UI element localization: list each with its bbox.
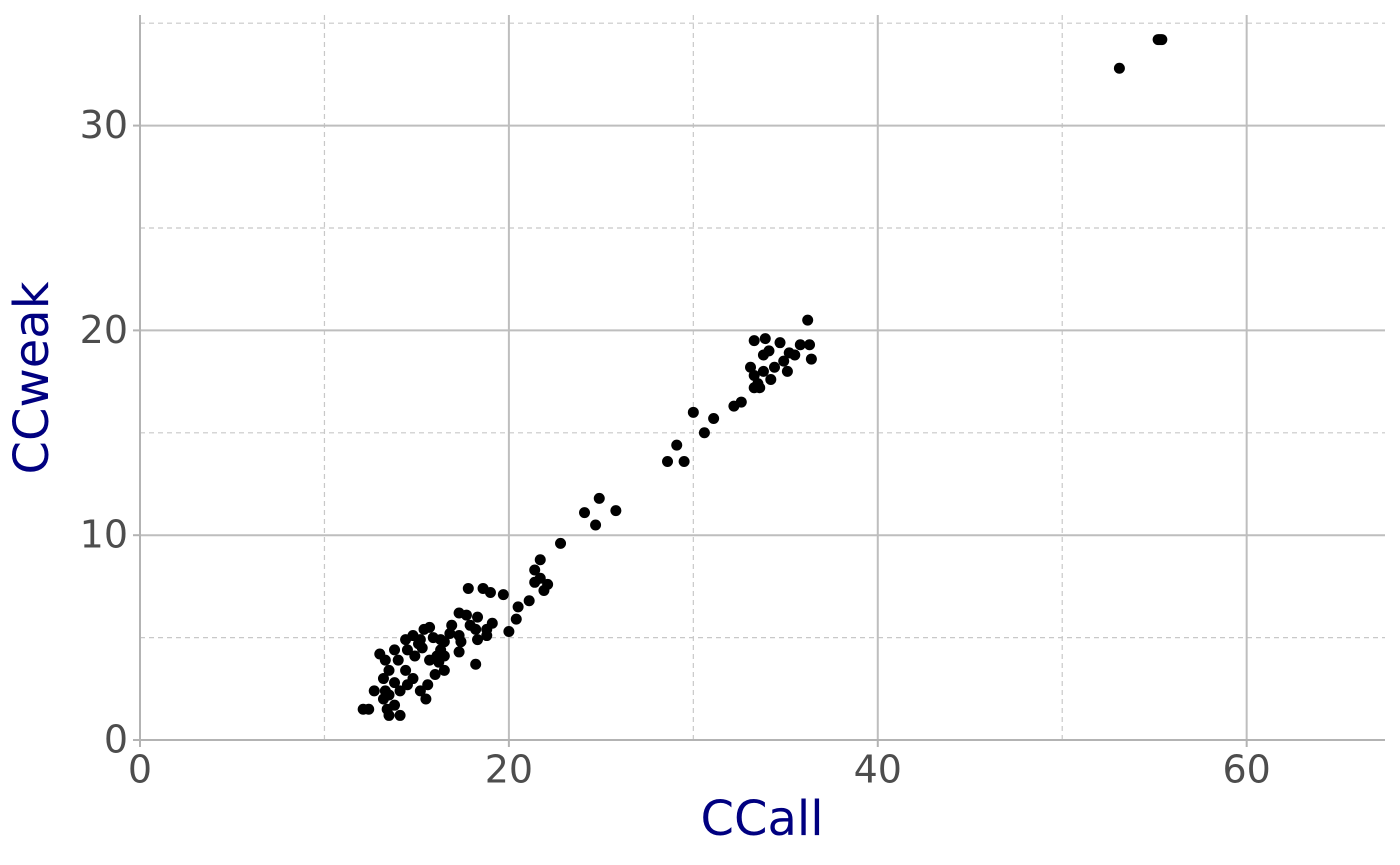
point [422, 679, 434, 691]
point [757, 349, 769, 361]
point [768, 361, 780, 373]
y-tick-label: 10 [80, 513, 128, 557]
point [363, 703, 375, 715]
point [400, 664, 412, 676]
y-tick-label: 30 [80, 103, 128, 147]
point [534, 554, 546, 566]
point [418, 623, 430, 635]
point [400, 634, 412, 646]
x-tick-label: 20 [485, 748, 533, 792]
point [446, 619, 458, 631]
point [394, 709, 406, 721]
point [593, 492, 605, 504]
point [512, 601, 524, 613]
point [538, 584, 550, 596]
point [748, 369, 760, 381]
point [462, 582, 474, 594]
point [748, 335, 760, 347]
point [392, 654, 404, 666]
point [438, 664, 450, 676]
point [529, 564, 541, 576]
point [662, 455, 674, 467]
point [420, 693, 432, 705]
point [429, 668, 441, 680]
x-tick-label: 40 [854, 748, 902, 792]
x-axis-title: CCall [700, 791, 823, 847]
point [377, 693, 389, 705]
point [401, 679, 413, 691]
point [413, 638, 425, 650]
point [377, 673, 389, 685]
point [470, 623, 482, 635]
point [757, 365, 769, 377]
point [610, 505, 622, 517]
point [590, 519, 602, 531]
y-tick-label: 0 [104, 718, 128, 762]
point [409, 650, 421, 662]
point [472, 634, 484, 646]
point [804, 339, 816, 351]
point [383, 664, 395, 676]
x-tick-label: 60 [1222, 748, 1270, 792]
point [1113, 62, 1125, 74]
point [503, 625, 515, 637]
point [759, 333, 771, 345]
point [444, 628, 456, 640]
point [460, 609, 472, 621]
point [802, 314, 814, 326]
point [379, 685, 391, 697]
point [481, 630, 493, 642]
x-tick-label: 0 [128, 748, 152, 792]
point [427, 632, 439, 644]
point [698, 427, 710, 439]
point [389, 699, 401, 711]
y-tick-label: 20 [80, 308, 128, 352]
point [745, 361, 757, 373]
point [470, 658, 482, 670]
point [472, 611, 484, 623]
point [455, 636, 467, 648]
point [374, 648, 386, 660]
point [394, 685, 406, 697]
point [778, 355, 790, 367]
point [781, 365, 793, 377]
point [671, 439, 683, 451]
point [389, 644, 401, 656]
point [497, 589, 509, 601]
point [579, 507, 591, 519]
point [431, 650, 443, 662]
point [414, 685, 426, 697]
point [529, 576, 541, 588]
point [510, 613, 522, 625]
point [789, 349, 801, 361]
y-axis-title: CCweak [4, 281, 60, 474]
point [555, 537, 567, 549]
point [708, 412, 720, 424]
point [383, 709, 395, 721]
point [794, 339, 806, 351]
point [1156, 34, 1168, 46]
point [765, 374, 777, 386]
point [389, 677, 401, 689]
point [368, 685, 380, 697]
point [687, 406, 699, 418]
point [484, 587, 496, 599]
point [754, 382, 766, 394]
point [774, 337, 786, 349]
point [728, 400, 740, 412]
point [523, 595, 535, 607]
point [678, 455, 690, 467]
point [453, 646, 465, 658]
point [805, 353, 817, 365]
point [401, 644, 413, 656]
